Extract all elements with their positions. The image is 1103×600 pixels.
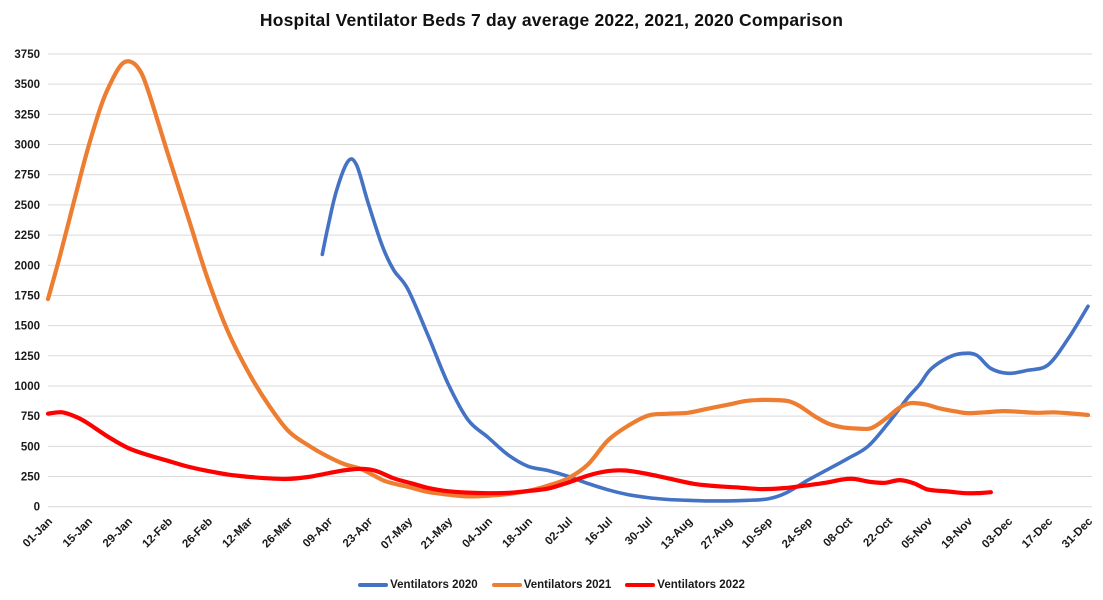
x-tick-label: 12-Feb xyxy=(140,516,175,551)
x-tick-label: 17-Dec xyxy=(1020,515,1056,551)
y-tick-label: 3500 xyxy=(14,79,40,91)
legend: Ventilators 2020 Ventilators 2021 Ventil… xyxy=(0,579,1103,591)
legend-label: Ventilators 2022 xyxy=(657,579,745,591)
legend-swatch-2021-icon xyxy=(491,583,522,587)
x-tick-label: 10-Sep xyxy=(740,516,775,551)
x-tick-label: 22-Oct xyxy=(861,516,895,550)
legend-label: Ventilators 2020 xyxy=(390,579,478,591)
legend-label: Ventilators 2021 xyxy=(523,579,612,591)
y-tick-label: 1250 xyxy=(14,351,40,363)
y-tick-label: 250 xyxy=(21,472,40,484)
y-tick-label: 2250 xyxy=(14,230,40,242)
legend-item-ventilators-2022[interactable]: Ventilators 2022 xyxy=(625,579,745,591)
x-tick-label: 23-Apr xyxy=(341,515,376,550)
x-tick-label: 03-Dec xyxy=(980,515,1016,551)
y-tick-label: 3750 xyxy=(14,49,40,61)
x-tick-label: 08-Oct xyxy=(821,516,855,550)
x-tick-label: 29-Jan xyxy=(101,516,135,550)
x-tick-label: 27-Aug xyxy=(699,516,735,552)
x-tick-label: 05-Nov xyxy=(900,515,936,551)
x-tick-label: 02-Jul xyxy=(543,516,575,548)
x-tick-label: 13-Aug xyxy=(659,516,695,552)
y-tick-label: 3250 xyxy=(14,109,40,121)
chart-title: Hospital Ventilator Beds 7 day average 2… xyxy=(259,10,844,30)
x-tick-label: 24-Sep xyxy=(780,516,815,551)
legend-item-ventilators-2021[interactable]: Ventilators 2021 xyxy=(491,579,612,591)
x-tick-label: 07-May xyxy=(379,515,415,551)
x-tick-label: 21-May xyxy=(419,515,455,551)
x-tick-label: 26-Mar xyxy=(260,515,295,550)
x-tick-label: 31-Dec xyxy=(1060,515,1096,551)
y-tick-label: 1750 xyxy=(14,290,40,302)
x-tick-label: 19-Nov xyxy=(940,515,976,551)
x-tick-label: 18-Jun xyxy=(500,516,535,551)
x-tick-label: 12-Mar xyxy=(220,515,255,550)
legend-swatch-2022-icon xyxy=(625,583,656,587)
y-tick-label: 2750 xyxy=(14,170,40,182)
y-tick-label: 1500 xyxy=(14,321,40,333)
legend-item-ventilators-2020[interactable]: Ventilators 2020 xyxy=(358,579,478,591)
series-line-ventilators-2022[interactable] xyxy=(45,410,993,496)
y-tick-label: 1000 xyxy=(14,381,40,393)
y-tick-label: 500 xyxy=(21,441,40,453)
x-tick-label: 01-Jan xyxy=(21,516,55,550)
x-tick-label: 09-Apr xyxy=(301,515,336,550)
series-line-ventilators-2020[interactable] xyxy=(320,157,1090,503)
y-tick-label: 2500 xyxy=(14,200,40,212)
y-tick-label: 0 xyxy=(34,502,40,514)
y-tick-label: 750 xyxy=(21,411,40,423)
x-tick-label: 15-Jan xyxy=(61,516,95,550)
y-tick-label: 3000 xyxy=(14,140,40,152)
x-tick-label: 16-Jul xyxy=(583,516,615,548)
series-line-ventilators-2021[interactable] xyxy=(45,59,1091,499)
x-tick-label: 30-Jul xyxy=(623,516,655,548)
legend-swatch-2020-icon xyxy=(358,583,389,587)
x-tick-label: 04-Jun xyxy=(460,516,495,551)
y-tick-label: 2000 xyxy=(14,260,40,272)
x-tick-label: 26-Feb xyxy=(180,516,215,551)
